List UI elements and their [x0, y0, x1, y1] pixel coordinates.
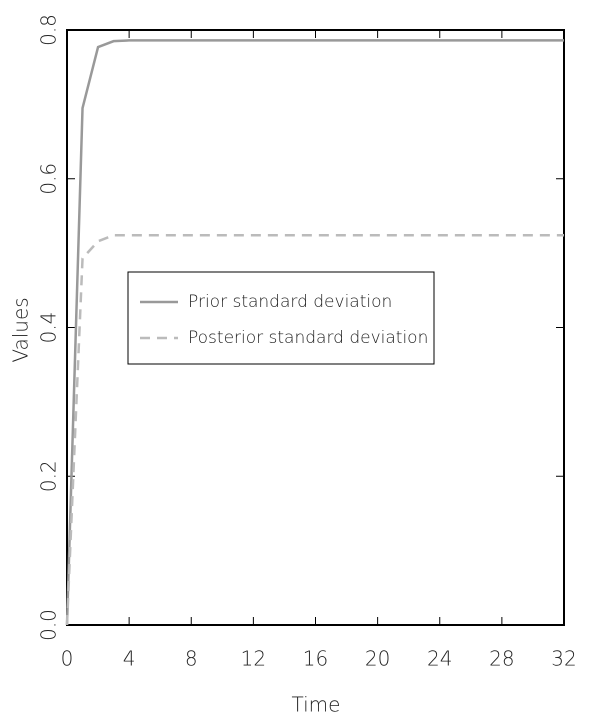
legend-label: Prior standard deviation	[188, 292, 392, 312]
x-tick-label: 8	[185, 647, 198, 671]
y-tick-label: 0.2	[37, 460, 61, 492]
legend-label: Posterior standard deviation	[188, 328, 428, 348]
legend-box	[127, 271, 435, 365]
x-tick-label: 16	[303, 647, 328, 671]
y-tick-label: 0.8	[37, 14, 61, 46]
y-axis-label: Values	[9, 297, 33, 362]
y-tick-label: 0.6	[37, 163, 61, 195]
x-tick-label: 24	[427, 647, 452, 671]
x-tick-label: 20	[365, 647, 390, 671]
x-tick-label: 4	[123, 647, 136, 671]
x-axis-label: Time	[292, 693, 341, 717]
x-tick-label: 32	[551, 647, 576, 671]
y-tick-label: 0.4	[37, 312, 61, 344]
series-line	[65, 39, 564, 626]
series-line	[65, 234, 564, 626]
y-tick-label: 0.0	[37, 609, 61, 641]
x-tick-label: 0	[61, 647, 74, 671]
x-tick-label: 28	[489, 647, 514, 671]
x-tick-label: 12	[241, 647, 266, 671]
